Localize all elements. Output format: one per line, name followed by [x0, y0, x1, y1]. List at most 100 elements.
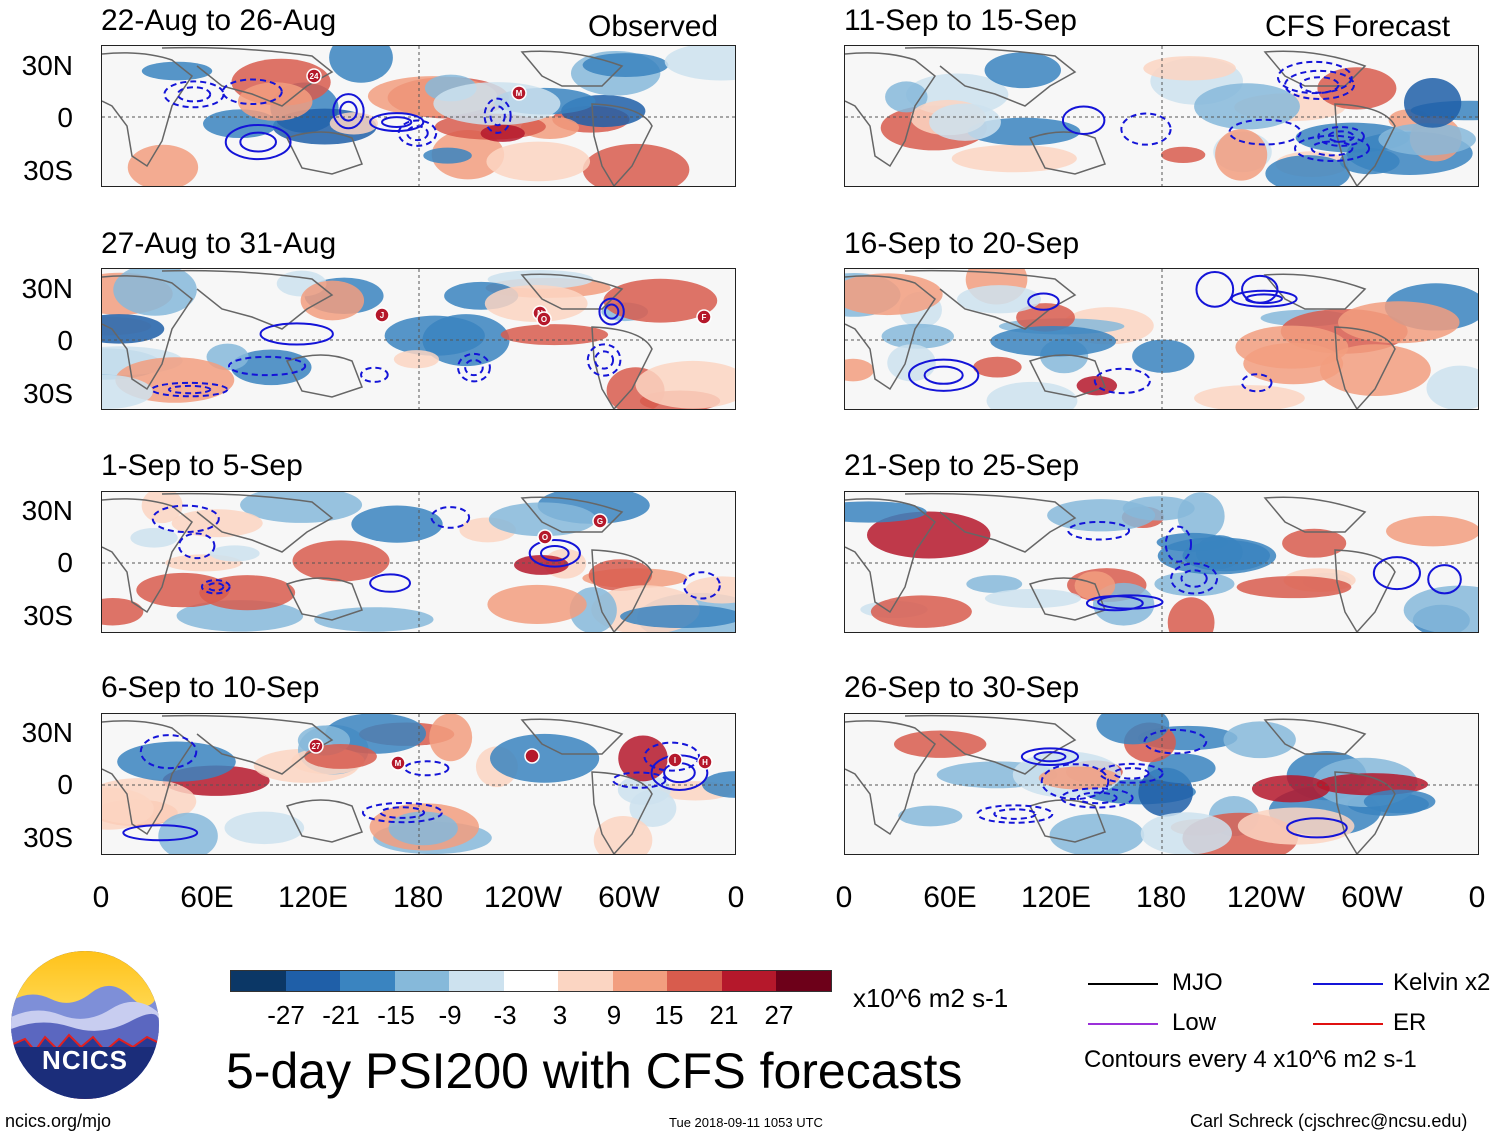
kelvin-contour: [224, 123, 292, 161]
map-panel-8: [844, 713, 1479, 855]
low-legend-label: Low: [1172, 1009, 1217, 1036]
kelvin-contour: [1143, 728, 1208, 755]
anomaly-shading: [984, 52, 1061, 89]
anomaly-shading: [393, 350, 440, 369]
colorbar-tick: -15: [377, 1000, 415, 1030]
colorbar-swatch: [449, 971, 504, 991]
south-america-outline: [1334, 771, 1396, 854]
kelvin-contour: [1284, 69, 1355, 101]
lon-label: 180: [392, 881, 444, 914]
map-panel-5: [844, 45, 1479, 187]
anomaly-shading: [136, 572, 230, 608]
storm-marker: [390, 755, 406, 771]
kelvin-contour: [379, 806, 426, 819]
storm-marker: [308, 738, 324, 754]
mjo-legend-line: [1088, 983, 1158, 985]
north-america-outline: [1263, 273, 1367, 310]
anomaly-shading: [845, 273, 943, 316]
anomaly-shading: [176, 600, 304, 632]
colorbar-tick: -3: [493, 1000, 517, 1030]
asia-outline: [904, 492, 1077, 553]
africa-outline: [102, 498, 194, 614]
anomaly-shading: [487, 584, 587, 624]
kelvin-contour: [430, 506, 471, 529]
kelvin-contour: [489, 105, 506, 127]
kelvin-legend-label: Kelvin x2: [1393, 969, 1491, 996]
map-panel-7: [844, 491, 1479, 633]
map-panel-2: JNOF: [101, 268, 736, 410]
anomaly-shading: [130, 528, 178, 548]
lat-label-30s: 30S: [23, 155, 73, 186]
colorbar-tick: 9: [606, 1000, 622, 1030]
anomaly-shading: [1363, 789, 1436, 814]
storm-marker-label: 27: [312, 742, 321, 751]
storm-marker-label: J: [380, 311, 384, 320]
lon-label: 120W: [1226, 881, 1306, 914]
storm-marker-label: F: [702, 313, 707, 322]
anomaly-shading: [206, 343, 249, 371]
kelvin-contour: [1327, 130, 1355, 143]
australia-outline: [285, 799, 363, 843]
anomaly-shading: [388, 811, 458, 846]
kelvin-contour: [586, 343, 622, 377]
anomaly-shading: [702, 771, 735, 798]
anomaly-shading: [1143, 56, 1236, 81]
anomaly-shading: [618, 735, 668, 782]
anomaly-shading: [1140, 812, 1232, 854]
anomaly-shading: [984, 588, 1082, 609]
anomaly-shading: [1194, 385, 1305, 409]
kelvin-contour: [1230, 289, 1298, 308]
anomaly-shading: [588, 559, 652, 591]
anomaly-shading: [480, 124, 525, 142]
lon-label: 0: [835, 881, 853, 914]
anomaly-shading: [325, 714, 427, 754]
colorbar-tick: -27: [267, 1000, 305, 1030]
lat-label-0: 0: [57, 102, 73, 133]
storm-marker-label: O: [541, 315, 547, 324]
colorbar-tick: -21: [322, 1000, 360, 1030]
kelvin-contour: [369, 112, 425, 133]
africa-outline: [102, 275, 194, 391]
south-america-outline: [1334, 549, 1396, 632]
lon-label: 180: [1135, 881, 1187, 914]
south-america-outline: [591, 549, 653, 632]
anomaly-shading: [351, 505, 443, 543]
colorbar-swatch: [340, 971, 395, 991]
colorbar-tick: 27: [764, 1000, 794, 1030]
kelvin-contour: [207, 582, 225, 592]
kelvin-contour: [1027, 292, 1060, 311]
ncics-logo: NCICS: [11, 951, 159, 1099]
anomaly-shading: [1337, 301, 1460, 344]
kelvin-contour: [332, 93, 365, 130]
lon-label: 60E: [180, 881, 234, 914]
anomaly-shading: [314, 607, 434, 632]
kelvin-contour: [1286, 817, 1348, 839]
lat-label-0: 0: [57, 325, 73, 356]
kelvin-contour: [1099, 762, 1164, 784]
anomaly-shading: [885, 81, 928, 113]
kelvin-contour: [228, 355, 307, 377]
kelvin-contour: [594, 350, 615, 370]
anomaly-shading: [898, 805, 963, 827]
africa-outline: [845, 498, 937, 614]
australia-outline: [1028, 354, 1106, 398]
anomaly-shading: [635, 360, 735, 409]
kelvin-contour: [122, 824, 199, 842]
kelvin-contour: [339, 100, 358, 122]
storm-marker: [537, 529, 553, 545]
kelvin-contour: [1427, 564, 1462, 595]
anomaly-shading: [429, 714, 473, 762]
asia-outline: [904, 269, 1077, 330]
er-legend-line: [1313, 1023, 1383, 1025]
anomaly-shading: [141, 61, 213, 81]
contour-note: Contours every 4 x10^6 m2 s-1: [1084, 1046, 1417, 1073]
anomaly-shading: [329, 46, 393, 83]
africa-outline: [102, 52, 194, 168]
kelvin-contour: [239, 131, 277, 153]
anomaly-shading: [1339, 148, 1400, 175]
anomaly-shading: [1403, 78, 1462, 128]
storm-marker: [697, 754, 713, 770]
kelvin-contour: [457, 352, 491, 383]
storm-marker-label: 24: [310, 72, 319, 81]
colorbar-swatch: [231, 971, 286, 991]
